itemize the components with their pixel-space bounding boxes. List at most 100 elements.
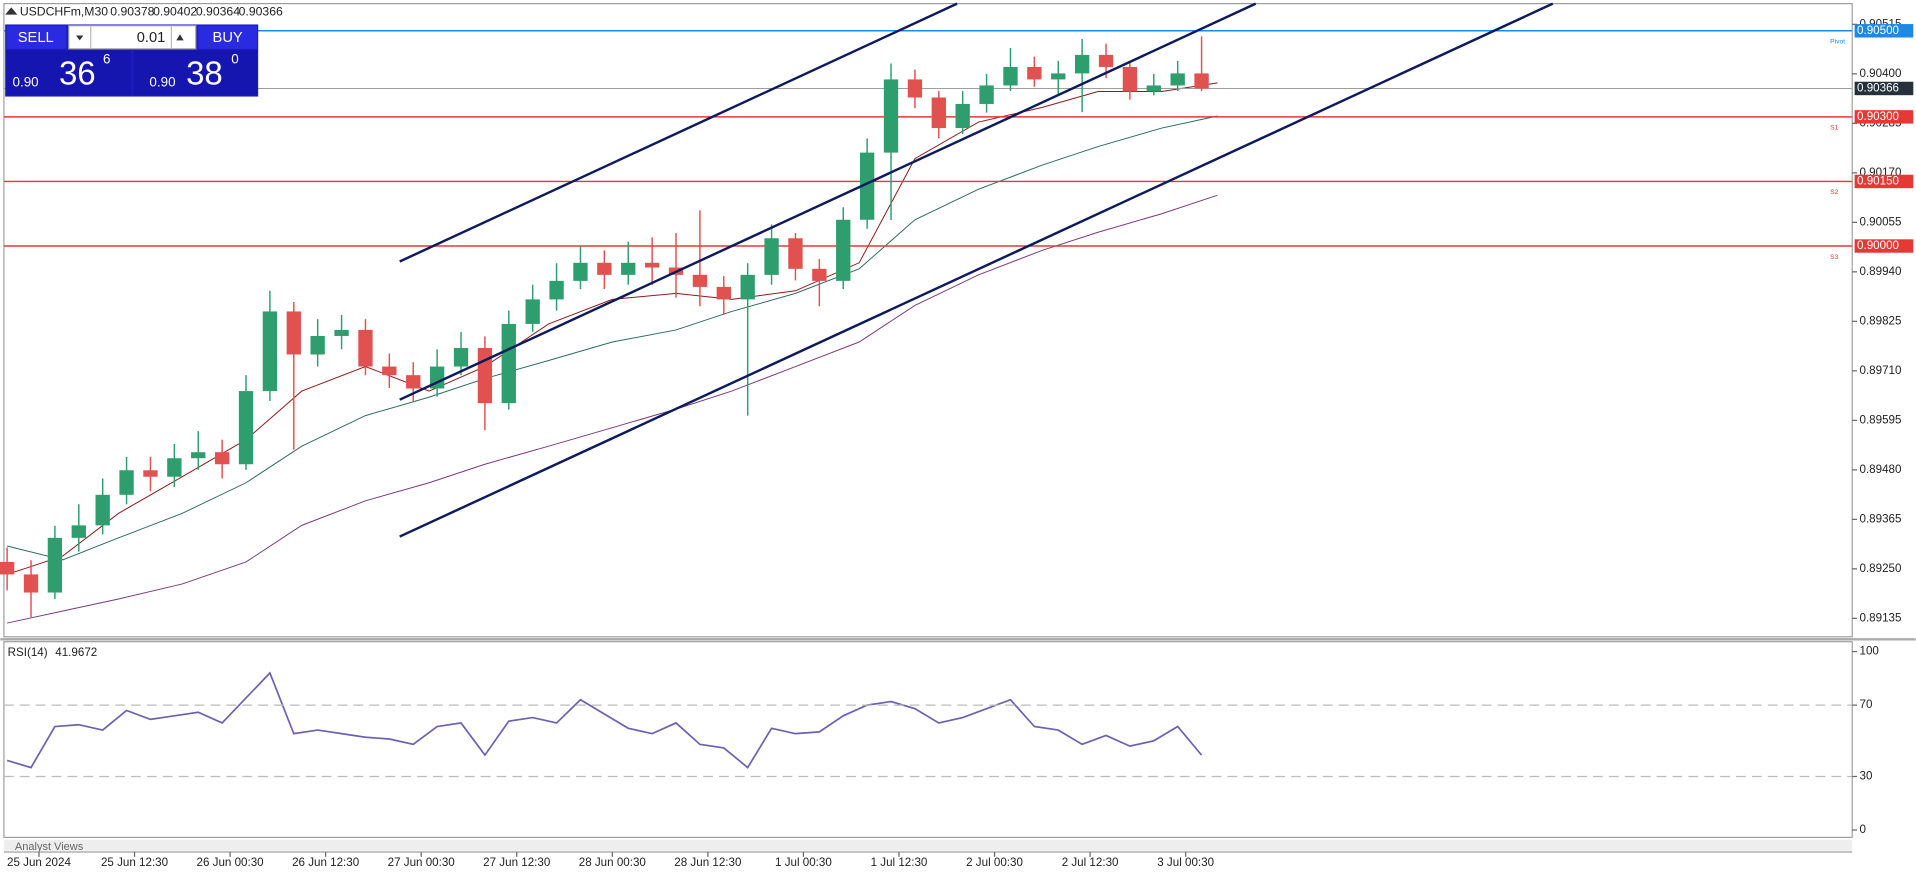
lot-box[interactable] xyxy=(68,25,197,50)
candle-body xyxy=(406,375,421,389)
bid-box[interactable] xyxy=(6,50,132,96)
ask-box[interactable] xyxy=(133,50,257,96)
candle-body xyxy=(262,311,278,392)
candle-body xyxy=(859,152,875,220)
candle-body xyxy=(716,286,731,300)
x-tick-label: 27 Jun 00:30 xyxy=(388,856,455,869)
buy-button[interactable] xyxy=(198,25,257,49)
candle-body xyxy=(1003,66,1018,86)
trendline xyxy=(399,2,1554,538)
candle-body xyxy=(71,525,86,538)
collapse-icon[interactable] xyxy=(5,7,18,15)
candle-body xyxy=(334,329,349,336)
level-label: 0.90300 xyxy=(1857,110,1899,123)
candle-body xyxy=(95,494,110,526)
lot-up[interactable] xyxy=(176,34,184,41)
y-tick-label: 0.89940 xyxy=(1860,265,1902,278)
candle-body xyxy=(286,311,301,355)
x-tick-label: 27 Jun 12:30 xyxy=(483,856,550,869)
bid-label: 0.90366 xyxy=(1857,82,1899,95)
level-label: 0.90500 xyxy=(1857,24,1899,37)
y-tick-label: 0.89595 xyxy=(1860,413,1902,426)
candle-body xyxy=(143,470,158,477)
rsi-tick-label: 100 xyxy=(1860,645,1879,658)
x-tick-label: 25 Jun 12:30 xyxy=(101,856,168,869)
symbol: USDCHFm,M30 xyxy=(20,4,108,18)
candle-body xyxy=(836,219,851,281)
candle-body xyxy=(788,238,803,269)
candle-body xyxy=(47,537,63,593)
candle-body xyxy=(1074,54,1090,74)
y-tick-label: 0.89365 xyxy=(1860,512,1902,525)
x-tick-label: 28 Jun 00:30 xyxy=(579,856,646,869)
x-tick-label: 3 Jul 00:30 xyxy=(1157,856,1214,869)
buy-label[interactable]: BUY xyxy=(213,30,243,46)
sell-button[interactable] xyxy=(6,25,67,49)
x-tick-label: 26 Jun 12:30 xyxy=(292,856,359,869)
moving-average xyxy=(7,115,1218,561)
candle-body xyxy=(0,561,15,575)
lot-down[interactable] xyxy=(76,35,84,41)
x-tick-label: 2 Jul 00:30 xyxy=(966,856,1023,869)
x-tick-label: 28 Jun 12:30 xyxy=(674,856,741,869)
tab-label[interactable]: Analyst Views xyxy=(15,841,84,853)
x-tick-label: 25 Jun 2024 xyxy=(7,856,71,869)
lot-value[interactable]: 0.01 xyxy=(137,30,166,46)
candle-body xyxy=(931,97,946,129)
rsi-tick-label: 0 xyxy=(1860,823,1866,836)
candle-body xyxy=(573,262,588,281)
candle-body xyxy=(692,274,708,287)
rsi-title: RSI(14) xyxy=(8,646,48,659)
trendline xyxy=(399,2,958,263)
level-name: Pivot xyxy=(1830,39,1845,46)
bid-prefix: 0.90 xyxy=(12,75,38,90)
x-tick-label: 2 Jul 12:30 xyxy=(1062,856,1119,869)
sell-label[interactable]: SELL xyxy=(18,30,54,46)
candle-body xyxy=(525,299,540,324)
candle-body xyxy=(310,335,325,355)
level-label: 0.90000 xyxy=(1857,239,1899,252)
x-axis-bg xyxy=(0,851,1916,874)
candle-body xyxy=(883,79,899,153)
candle-body xyxy=(621,262,636,275)
y-tick-label: 0.89250 xyxy=(1860,562,1902,575)
rsi-frame xyxy=(3,641,1853,838)
candle-body xyxy=(907,79,923,98)
rsi-last: 41.9672 xyxy=(55,646,97,659)
trade-panel: SELL 0.01 BUY 0.90 36 6 0.90 38 0 xyxy=(5,24,259,97)
candle-body xyxy=(382,366,397,376)
candle-body xyxy=(453,348,469,367)
y-tick-label: 0.90400 xyxy=(1860,67,1902,80)
candle-body xyxy=(1170,73,1185,86)
main-frame xyxy=(3,3,1853,638)
ohlc-high: 0.90402 xyxy=(153,4,197,18)
ask-prefix: 0.90 xyxy=(149,75,175,90)
candle-body xyxy=(119,470,134,495)
candle-body xyxy=(501,323,516,404)
trendline xyxy=(399,2,1257,401)
candle-body xyxy=(477,348,493,404)
candle-body xyxy=(23,574,39,593)
x-tick-label: 1 Jul 12:30 xyxy=(871,856,928,869)
level-label: 0.90150 xyxy=(1857,175,1899,188)
level-label-bg xyxy=(1854,174,1914,189)
y-tick-label: 0.89825 xyxy=(1860,314,1902,327)
rsi-line xyxy=(6,671,1203,769)
candle-body xyxy=(740,274,755,300)
candle-body xyxy=(1051,73,1066,80)
candle-body xyxy=(764,238,779,275)
y-tick-label: 0.90055 xyxy=(1860,215,1902,228)
candle-body xyxy=(1122,66,1138,92)
y-tick-label: 0.89135 xyxy=(1860,611,1902,624)
level-label-bg xyxy=(1854,110,1914,124)
tab-strip xyxy=(3,839,1853,851)
rsi-tick-label: 70 xyxy=(1860,698,1873,711)
candle-body xyxy=(1027,66,1042,80)
level-label-bg xyxy=(1854,24,1914,38)
candle-body xyxy=(167,458,182,477)
candle-body xyxy=(238,391,254,465)
level-name: S3 xyxy=(1830,254,1838,261)
candle-body xyxy=(191,452,206,459)
